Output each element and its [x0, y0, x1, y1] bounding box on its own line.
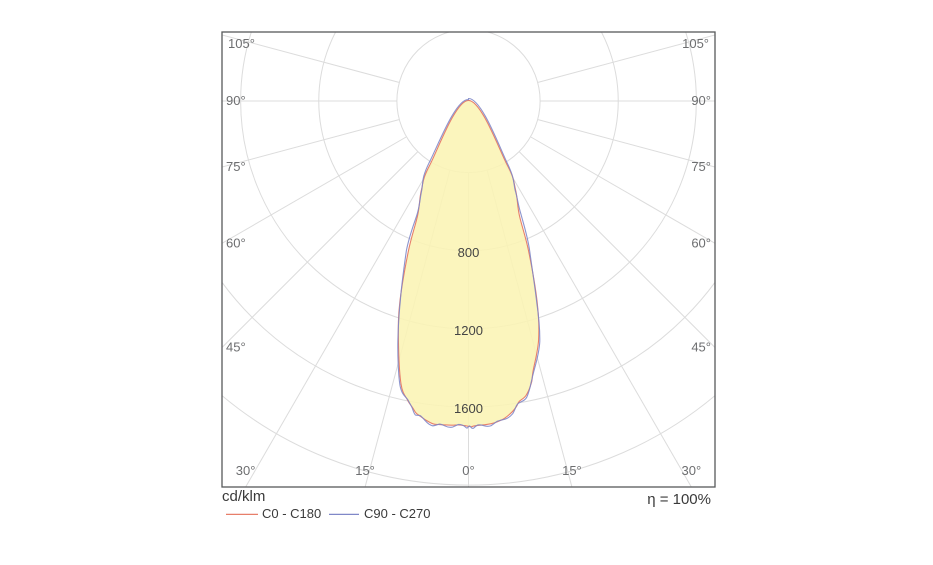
svg-text:1600: 1600: [454, 401, 483, 416]
svg-text:60°: 60°: [226, 235, 246, 250]
svg-text:η = 100%: η = 100%: [647, 491, 711, 508]
svg-text:15°: 15°: [562, 463, 582, 478]
svg-text:30°: 30°: [236, 463, 256, 478]
svg-text:60°: 60°: [691, 235, 711, 250]
svg-text:105°: 105°: [682, 36, 709, 51]
svg-text:75°: 75°: [226, 159, 246, 174]
svg-text:90°: 90°: [691, 93, 711, 108]
svg-text:1200: 1200: [454, 323, 483, 338]
svg-text:C0 - C180: C0 - C180: [262, 506, 321, 521]
svg-text:800: 800: [458, 245, 480, 260]
svg-text:15°: 15°: [355, 463, 375, 478]
svg-text:45°: 45°: [226, 340, 246, 355]
svg-text:90°: 90°: [226, 93, 246, 108]
svg-text:30°: 30°: [682, 463, 702, 478]
svg-text:105°: 105°: [228, 36, 255, 51]
svg-text:0°: 0°: [462, 463, 474, 478]
svg-text:45°: 45°: [691, 340, 711, 355]
svg-text:cd/klm: cd/klm: [222, 488, 265, 505]
svg-text:C90 - C270: C90 - C270: [364, 506, 430, 521]
svg-text:75°: 75°: [691, 159, 711, 174]
